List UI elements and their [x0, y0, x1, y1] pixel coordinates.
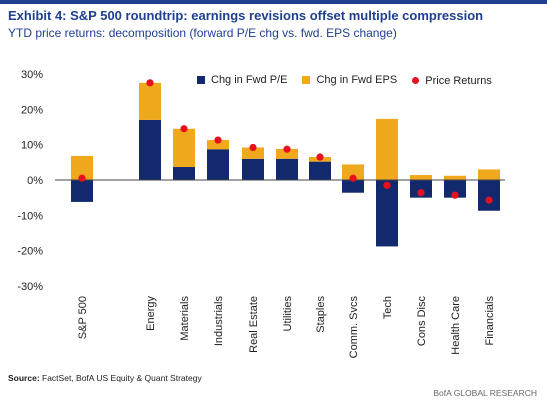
- category-label: Staples: [315, 296, 327, 333]
- category-label: Utilities: [282, 296, 294, 332]
- bar-pe: [242, 158, 264, 180]
- category-label: Materials: [179, 296, 191, 341]
- bar-pe: [309, 161, 331, 180]
- chart-subtitle: YTD price returns: decomposition (forwar…: [8, 26, 397, 40]
- bar-pe: [342, 180, 364, 193]
- bar-eps: [444, 175, 466, 180]
- bar-eps: [139, 82, 161, 120]
- bar-eps: [173, 128, 195, 167]
- price-dot: [316, 153, 324, 161]
- bar-eps: [276, 148, 298, 159]
- price-dot: [417, 189, 425, 197]
- header-rule: [0, 0, 547, 4]
- category-label: Real Estate: [248, 296, 260, 353]
- bar-eps: [376, 118, 398, 180]
- bar-pe: [478, 180, 500, 211]
- chart-legend: Chg in Fwd P/E Chg in Fwd EPS Price Retu…: [197, 74, 504, 87]
- source-text: FactSet, BofA US Equity & Quant Strategy: [39, 373, 202, 383]
- bar-eps: [410, 175, 432, 180]
- legend-marker-price: [412, 77, 420, 84]
- category-label: Comm. Svcs: [348, 296, 360, 359]
- y-tick-label: 30%: [21, 69, 43, 81]
- y-tick-label: -20%: [17, 246, 43, 258]
- category-label: S&P 500: [77, 296, 89, 339]
- price-dot: [249, 143, 257, 152]
- price-dot: [180, 125, 188, 133]
- legend-label-pe: Chg in Fwd P/E: [211, 74, 288, 86]
- price-dot: [349, 174, 357, 182]
- price-dot: [283, 145, 291, 153]
- legend-swatch-pe: [197, 76, 205, 84]
- bar-eps: [478, 169, 500, 180]
- price-dot: [78, 174, 86, 182]
- price-dot: [485, 196, 493, 204]
- category-label: Industrials: [213, 296, 225, 347]
- category-label: Financials: [484, 296, 496, 346]
- legend-label-price: Price Returns: [425, 74, 492, 87]
- branding: BofA GLOBAL RESEARCH: [433, 388, 537, 398]
- legend-label-eps: Chg in Fwd EPS: [316, 74, 398, 86]
- bar-pe: [139, 119, 161, 180]
- y-tick-label: -30%: [17, 281, 43, 293]
- bar-eps: [71, 155, 93, 180]
- legend-item-price: Price Returns: [412, 75, 492, 87]
- y-tick-label: 10%: [21, 140, 43, 152]
- bar-pe: [276, 158, 298, 180]
- bar-pe: [376, 180, 398, 247]
- bar-eps: [207, 140, 229, 150]
- bar-pe: [207, 149, 229, 180]
- category-label: Tech: [382, 296, 394, 319]
- legend-item-eps: Chg in Fwd EPS: [302, 74, 397, 86]
- bar-pe: [444, 180, 466, 198]
- price-dot: [146, 79, 154, 87]
- price-dot: [383, 181, 391, 189]
- source-label: Source:: [8, 373, 40, 383]
- legend-item-pe: Chg in Fwd P/E: [197, 74, 287, 86]
- y-tick-label: -10%: [17, 210, 43, 222]
- y-tick-label: 0%: [27, 175, 43, 187]
- category-label: Energy: [145, 296, 157, 331]
- price-dot: [451, 191, 459, 199]
- bar-eps: [242, 147, 264, 159]
- category-label: Cons Disc: [416, 296, 428, 347]
- category-label: Health Care: [450, 296, 462, 355]
- bar-pe: [173, 166, 195, 180]
- bar-eps: [342, 164, 364, 180]
- bar-pe: [71, 180, 93, 202]
- bar-pe: [410, 180, 432, 198]
- y-tick-label: 20%: [21, 104, 43, 116]
- chart-title: Exhibit 4: S&P 500 roundtrip: earnings r…: [8, 8, 484, 23]
- price-dot: [214, 136, 222, 144]
- source-note: Source: FactSet, BofA US Equity & Quant …: [8, 373, 202, 383]
- legend-swatch-eps: [302, 76, 311, 84]
